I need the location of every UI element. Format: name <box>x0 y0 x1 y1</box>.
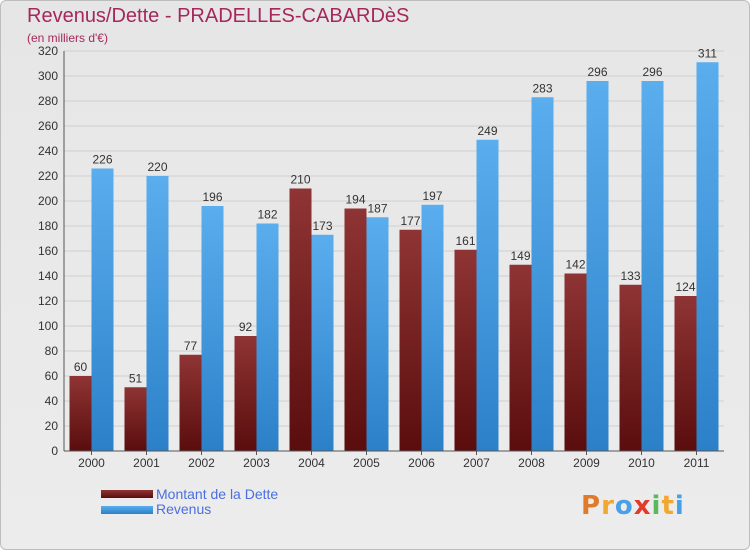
data-label: 149 <box>510 249 530 263</box>
bar-revenus <box>201 206 224 451</box>
x-tick-label: 2000 <box>78 456 105 470</box>
data-label: 226 <box>92 153 112 167</box>
y-tick-label: 40 <box>45 394 59 408</box>
y-tick-label: 0 <box>51 444 58 458</box>
bar-revenus <box>91 168 114 451</box>
y-tick-label: 260 <box>38 119 58 133</box>
bar-dette <box>179 354 202 451</box>
data-label: 124 <box>675 280 695 294</box>
y-tick-label: 160 <box>38 244 58 258</box>
logo-letter: x <box>633 491 652 521</box>
y-tick-label: 240 <box>38 144 58 158</box>
x-tick-label: 2007 <box>463 456 490 470</box>
y-tick-label: 100 <box>38 319 58 333</box>
y-tick-label: 320 <box>38 44 58 58</box>
logo-letter: r <box>601 491 615 521</box>
x-tick-label: 2006 <box>408 456 435 470</box>
y-tick-label: 20 <box>45 419 59 433</box>
legend-swatch-revenus <box>101 506 153 514</box>
bar-dette <box>289 188 312 451</box>
y-tick-label: 60 <box>45 369 59 383</box>
data-label: 187 <box>367 201 387 215</box>
x-tick-label: 2002 <box>188 456 215 470</box>
bar-revenus <box>146 176 169 451</box>
data-label: 283 <box>532 81 552 95</box>
x-tick-label: 2005 <box>353 456 380 470</box>
x-tick-label: 2008 <box>518 456 545 470</box>
bar-dette <box>619 284 642 451</box>
data-label: 194 <box>345 193 365 207</box>
data-label: 161 <box>455 234 475 248</box>
logo-letter: i <box>674 491 685 521</box>
y-tick-label: 120 <box>38 294 58 308</box>
data-label: 133 <box>620 269 640 283</box>
x-tick-label: 2001 <box>133 456 160 470</box>
logo-letter: P <box>581 491 602 521</box>
proxiti-logo: Proxiti <box>581 491 685 521</box>
data-label: 196 <box>202 190 222 204</box>
bar-dette <box>399 229 422 451</box>
legend-label-dette: Montant de la Dette <box>156 486 279 502</box>
legend-swatch-dette <box>101 490 153 498</box>
x-tick-label: 2003 <box>243 456 270 470</box>
data-label: 296 <box>642 65 662 79</box>
data-label: 311 <box>698 46 717 60</box>
data-label: 173 <box>312 219 332 233</box>
logo-letter: o <box>614 491 634 521</box>
x-tick-label: 2010 <box>628 456 655 470</box>
data-label: 142 <box>565 258 585 272</box>
chart-subtitle: (en milliers d'€) <box>27 31 108 45</box>
y-tick-label: 220 <box>38 169 58 183</box>
bar-revenus <box>696 62 719 451</box>
y-tick-label: 80 <box>45 344 59 358</box>
data-label: 51 <box>129 371 143 385</box>
bar-revenus <box>586 81 609 451</box>
data-label: 296 <box>587 65 607 79</box>
bar-dette <box>344 208 367 451</box>
bar-revenus <box>531 97 554 451</box>
bar-dette <box>509 264 532 451</box>
chart-title: Revenus/Dette - PRADELLES-CABARDèS <box>27 5 410 27</box>
data-label: 60 <box>74 360 88 374</box>
bar-revenus <box>256 223 279 451</box>
bar-revenus <box>421 204 444 451</box>
data-label: 182 <box>257 208 277 222</box>
data-label: 249 <box>477 124 497 138</box>
bar-dette <box>69 376 92 451</box>
x-tick-label: 2004 <box>298 456 325 470</box>
logo-letter: i <box>651 491 662 521</box>
bar-dette <box>564 273 587 451</box>
bar-dette <box>454 249 477 451</box>
x-tick-label: 2009 <box>573 456 600 470</box>
bar-revenus <box>366 217 389 451</box>
data-label: 220 <box>147 160 167 174</box>
legend-label-revenus: Revenus <box>156 501 212 517</box>
data-label: 177 <box>400 214 420 228</box>
y-tick-label: 200 <box>38 194 58 208</box>
bar-dette <box>124 387 147 451</box>
bar-dette <box>234 336 257 451</box>
bar-revenus <box>641 81 664 451</box>
data-label: 77 <box>184 339 198 353</box>
data-label: 92 <box>239 320 253 334</box>
y-tick-label: 300 <box>38 69 58 83</box>
bar-dette <box>674 296 697 451</box>
y-tick-label: 280 <box>38 94 58 108</box>
data-label: 210 <box>290 173 310 187</box>
y-tick-label: 140 <box>38 269 58 283</box>
data-label: 197 <box>422 189 442 203</box>
y-tick-label: 180 <box>38 219 58 233</box>
logo-letter: t <box>661 491 675 521</box>
bar-revenus <box>311 234 334 451</box>
bar-revenus <box>476 139 499 451</box>
x-tick-label: 2011 <box>684 456 710 470</box>
